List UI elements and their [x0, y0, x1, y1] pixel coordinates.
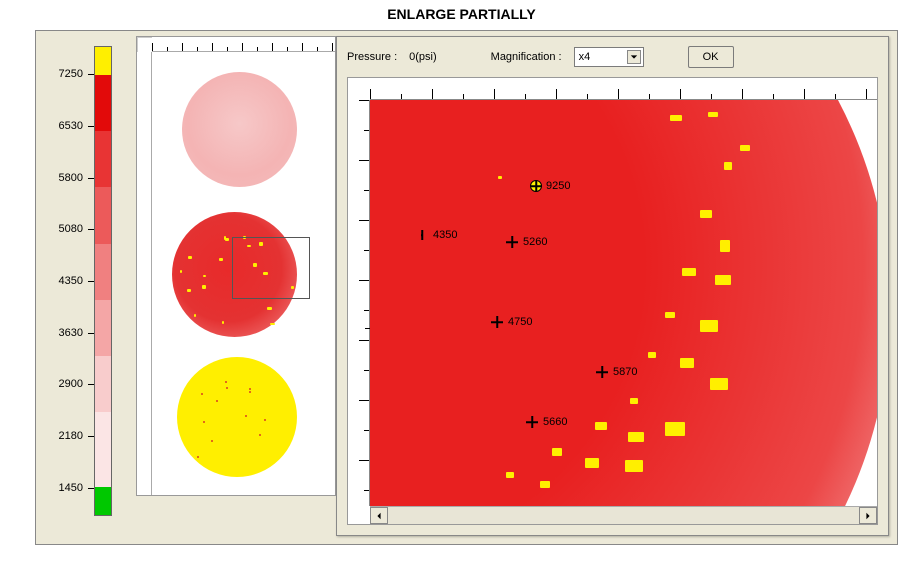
scale-label: 2900	[59, 378, 83, 390]
marker-value: 5870	[613, 366, 637, 378]
hotspot	[540, 481, 550, 488]
hotspot	[625, 460, 643, 472]
crosshair-icon	[490, 315, 504, 329]
hotspot	[648, 352, 656, 358]
crosshair-icon	[415, 228, 429, 242]
scale-label: 6530	[59, 120, 83, 132]
hotspot	[628, 432, 644, 442]
hotspot	[585, 458, 599, 468]
hotspot	[552, 448, 562, 456]
hotspot	[740, 145, 750, 151]
magnification-dropdown[interactable]: x4	[574, 47, 644, 67]
enlarge-body: 9250 4350 5260 4750 5870 5660	[347, 77, 878, 525]
enlarge-h-ruler	[370, 78, 877, 100]
magnification-value: x4	[579, 51, 591, 63]
scale-label: 3630	[59, 327, 83, 339]
scale-label: 4350	[59, 275, 83, 287]
hotspot	[724, 162, 732, 170]
ok-button[interactable]: OK	[688, 46, 734, 68]
enlarge-canvas[interactable]: 9250 4350 5260 4750 5870 5660	[370, 100, 877, 506]
marker-value: 5660	[543, 416, 567, 428]
enlarge-panel: Pressure : 0(psi) Magnification : x4 OK …	[336, 36, 889, 536]
scale-label: 1450	[59, 482, 83, 494]
enlarge-header: Pressure : 0(psi) Magnification : x4 OK	[347, 43, 878, 71]
hotspot	[708, 112, 718, 117]
thumbnail-panel	[136, 36, 336, 496]
hotspot	[700, 210, 712, 218]
pressure-marker[interactable]: 9250	[530, 180, 570, 192]
thumb-v-ruler	[137, 52, 152, 495]
scale-label: 7250	[59, 68, 83, 80]
marker-value: 4350	[433, 229, 457, 241]
pressure-value: 0(psi)	[409, 51, 437, 63]
color-scale: 7250 6530 5800 5080 4350 3630 2900 2180 1450	[46, 46, 126, 516]
marker-value: 4750	[508, 316, 532, 328]
hotspot	[506, 472, 514, 478]
scale-labels: 7250 6530 5800 5080 4350 3630 2900 2180 1450	[46, 46, 86, 516]
scale-label: 5800	[59, 172, 83, 184]
page-title: ENLARGE PARTIALLY	[0, 6, 923, 22]
hotspot	[715, 275, 731, 285]
thumbnail-circle[interactable]	[177, 357, 297, 477]
marker-value: 5260	[523, 236, 547, 248]
pressure-marker[interactable]: 5660	[525, 415, 567, 429]
hotspot	[680, 358, 694, 368]
hotspot	[498, 176, 502, 179]
magnification-label: Magnification :	[491, 51, 562, 63]
scroll-left-icon[interactable]	[370, 507, 388, 524]
enlarge-v-ruler	[348, 100, 370, 506]
pressure-label: Pressure :	[347, 51, 397, 63]
pressure-map	[370, 100, 877, 506]
hotspot	[700, 320, 718, 332]
hotspot	[710, 378, 728, 390]
scale-label: 2180	[59, 430, 83, 442]
pressure-marker[interactable]: 5260	[505, 235, 547, 249]
app-window: 7250 6530 5800 5080 4350 3630 2900 2180 1450 Pre…	[35, 30, 898, 545]
pressure-marker[interactable]: 5870	[595, 365, 637, 379]
hotspot	[670, 115, 682, 121]
marker-value: 9250	[546, 180, 570, 192]
thumb-canvas[interactable]	[152, 52, 335, 495]
hotspot	[595, 422, 607, 430]
selection-rect[interactable]	[232, 237, 310, 299]
hotspot	[665, 422, 685, 436]
scroll-right-icon[interactable]	[859, 507, 877, 524]
crosshair-icon	[595, 365, 609, 379]
scroll-track[interactable]	[388, 507, 859, 524]
thumbnail-circle[interactable]	[182, 72, 297, 187]
hotspot	[630, 398, 638, 404]
crosshair-icon	[525, 415, 539, 429]
ok-button-label: OK	[703, 51, 719, 63]
pressure-marker[interactable]: 4750	[490, 315, 532, 329]
hotspot	[682, 268, 696, 276]
scale-label: 5080	[59, 223, 83, 235]
hotspot	[720, 240, 730, 252]
crosshair-icon	[530, 180, 542, 192]
thumb-h-ruler	[152, 37, 335, 52]
hotspot	[665, 312, 675, 318]
scale-bar	[94, 46, 112, 516]
crosshair-icon	[505, 235, 519, 249]
chevron-down-icon	[627, 50, 641, 64]
pressure-marker[interactable]: 4350	[415, 228, 457, 242]
h-scrollbar[interactable]	[370, 506, 877, 524]
